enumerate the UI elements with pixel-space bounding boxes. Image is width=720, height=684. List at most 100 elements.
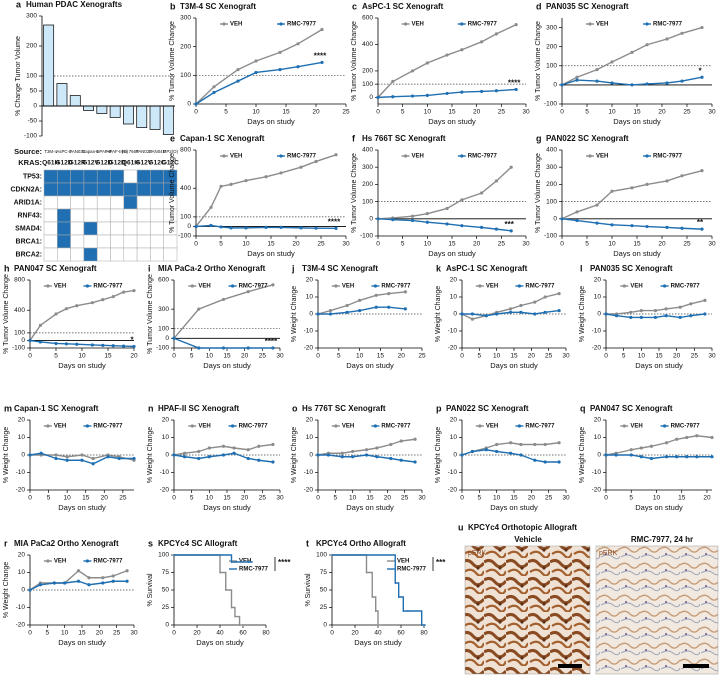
panel-letter: s <box>148 538 153 548</box>
y-tick-label: 50 <box>320 587 328 594</box>
data-point <box>410 214 415 218</box>
x-tick-label: 5 <box>46 630 50 637</box>
data-point <box>28 338 32 343</box>
y-tick-label: -10 <box>592 469 602 476</box>
data-point <box>221 346 226 350</box>
data-point <box>197 449 201 454</box>
panel-title: MIA PaCa-2 Ortho Xenograft <box>158 264 266 273</box>
y-tick-label: 10 <box>18 569 26 576</box>
series-line <box>561 169 703 220</box>
legend-label: RMC-7977 <box>525 284 555 290</box>
x-axis-label: Days on study <box>490 361 538 370</box>
data-point <box>653 309 658 313</box>
panel-letter: d <box>536 1 542 11</box>
x-tick-label: 20 <box>658 109 666 116</box>
data-point <box>111 574 115 578</box>
x-tick-label: 5 <box>190 353 194 360</box>
data-point <box>575 218 579 223</box>
data-point <box>678 315 682 319</box>
y-tick-label: 20 <box>306 417 314 424</box>
significance: **** <box>265 337 278 346</box>
data-point <box>271 460 275 464</box>
y-tick-label: 800 <box>14 277 25 284</box>
panel-letter: r <box>4 538 8 548</box>
data-point <box>125 579 129 583</box>
panel-title: Capan-1 SC Xenograft <box>180 134 265 143</box>
x-tick-label: 10 <box>424 109 432 116</box>
data-point <box>630 186 634 190</box>
mutation-cell <box>70 182 85 197</box>
y-tick-label: 100 <box>180 214 191 221</box>
mutation-cell <box>150 234 164 249</box>
data-point <box>246 456 250 461</box>
y-tick-label: 0 <box>33 103 37 110</box>
x-tick-label: 5 <box>585 241 589 248</box>
y-axis-label: % Tumor Volume Change <box>3 274 10 354</box>
x-tick-label: 0 <box>560 109 564 116</box>
data-point <box>604 453 608 457</box>
x-axis-label: Days on study <box>346 503 394 512</box>
legend-marker <box>85 424 89 428</box>
bar <box>162 105 174 135</box>
legend-label: VEH <box>54 284 66 290</box>
data-point <box>212 90 216 95</box>
legend-marker <box>460 154 464 158</box>
y-axis-label: % Weight Change <box>435 427 442 483</box>
panel-letter: t <box>306 538 309 548</box>
mutation-cell <box>57 234 71 249</box>
y-tick-label: 200 <box>362 68 373 75</box>
data-point <box>221 297 226 302</box>
legend-marker <box>231 424 235 428</box>
mutation-cell <box>150 182 164 197</box>
gene-label: CDKN2A: <box>11 186 43 193</box>
data-point <box>645 182 649 186</box>
y-tick-label: 100 <box>158 552 169 559</box>
data-point <box>680 174 684 178</box>
y-tick-label: -10 <box>16 469 26 476</box>
data-point <box>543 460 547 464</box>
x-tick-label: 10 <box>493 353 501 360</box>
data-point <box>316 312 320 316</box>
mutation-cell <box>96 169 111 184</box>
y-tick-label: 600 <box>362 15 373 22</box>
data-point <box>665 81 669 85</box>
legend-label: RMC-7977 <box>287 154 317 160</box>
data-point <box>76 579 81 583</box>
data-point <box>391 79 395 84</box>
legend-label: RMC-7977 <box>468 22 498 28</box>
y-tick-label: 100 <box>316 552 327 559</box>
data-point <box>629 310 633 314</box>
mutation-cell <box>83 234 98 249</box>
y-tick-label: 100 <box>158 325 169 332</box>
x-tick-label: 0 <box>560 241 564 248</box>
data-point <box>257 444 261 448</box>
x-tick-label: 30 <box>522 241 530 248</box>
legend-label: RMC-7977 <box>653 154 683 160</box>
y-axis-label: % Weight Change <box>291 427 298 483</box>
data-point <box>351 455 355 459</box>
legend-label: VEH <box>630 424 642 430</box>
y-tick-label: 0 <box>553 82 557 89</box>
data-point <box>80 453 84 457</box>
data-point <box>236 79 240 83</box>
data-point <box>543 295 547 299</box>
y-tick-label: -100 <box>360 233 373 240</box>
mutation-cell <box>96 247 111 262</box>
data-point <box>91 456 95 461</box>
y-tick-label: 20 <box>450 277 458 284</box>
mutation-cell <box>83 182 98 197</box>
data-point <box>610 189 614 193</box>
caption: RMC-7977, 24 hr <box>631 535 693 544</box>
data-point <box>484 448 488 452</box>
bar <box>69 95 81 107</box>
kras-label: G12R <box>69 160 86 167</box>
data-point <box>675 437 679 441</box>
legend-label: VEH <box>342 284 354 290</box>
panel-title: PAN022 SC Xenograft <box>546 134 629 143</box>
data-point <box>374 305 378 309</box>
data-point <box>533 312 537 316</box>
y-tick-label: 200 <box>546 181 557 188</box>
data-point <box>445 53 449 57</box>
mutation-cell <box>96 234 111 249</box>
mutation-cell <box>150 247 164 262</box>
